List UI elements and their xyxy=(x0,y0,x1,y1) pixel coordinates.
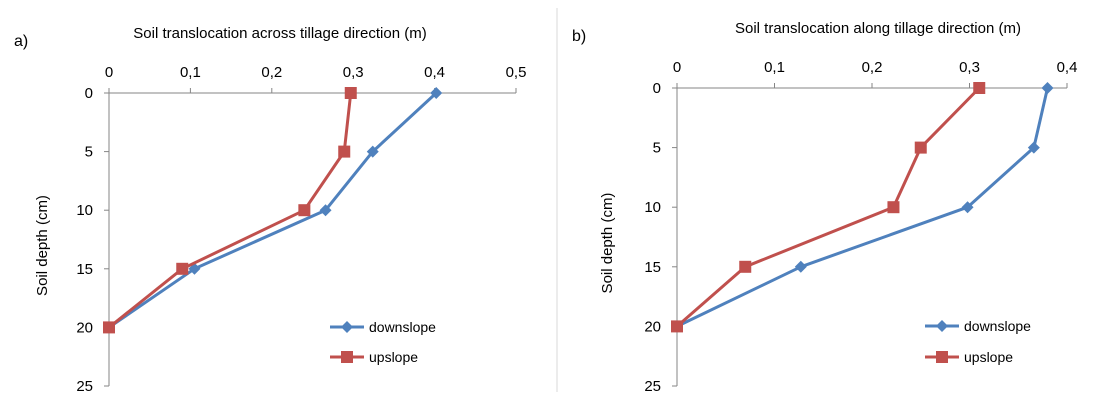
y-tick-label: 20 xyxy=(76,319,93,336)
y-tick-label: 20 xyxy=(644,318,661,335)
legend-marker-downslope xyxy=(936,320,948,332)
data-point-upslope xyxy=(298,204,311,217)
x-tick-label: 0,4 xyxy=(1057,59,1078,76)
data-point-downslope xyxy=(1041,82,1054,94)
y-tick-label: 10 xyxy=(644,199,661,216)
data-point-downslope xyxy=(794,260,807,273)
data-point-upslope xyxy=(973,82,986,94)
series-line-upslope xyxy=(108,92,353,329)
x-tick-label: 0,5 xyxy=(506,64,527,81)
y-axis-title: Soil depth (cm) xyxy=(599,193,616,294)
data-point-upslope xyxy=(176,262,189,275)
series-line-downslope xyxy=(676,87,1049,328)
panel-label: a) xyxy=(14,33,28,50)
x-tick-label: 0,1 xyxy=(764,59,785,76)
legend-marker-upslope xyxy=(341,351,353,363)
chart-panel-b: b) Soil translocation along tillage direc… xyxy=(572,20,1077,395)
panel-label: b) xyxy=(572,28,586,45)
legend-label-downslope: downslope xyxy=(369,319,436,335)
data-point-downslope xyxy=(366,145,379,158)
data-point-upslope xyxy=(103,321,115,334)
x-tick-label: 0,3 xyxy=(959,59,980,76)
x-tick-label: 0,2 xyxy=(862,59,883,76)
x-axis-title: Soil translocation along tillage directi… xyxy=(735,20,1021,37)
x-axis-title: Soil translocation across tillage direct… xyxy=(133,25,426,42)
data-point-downslope xyxy=(961,201,974,214)
legend-marker-downslope xyxy=(341,321,353,333)
data-point-upslope xyxy=(739,260,752,273)
x-tick-label: 0,3 xyxy=(343,64,364,81)
x-tick-label: 0,4 xyxy=(424,64,445,81)
data-point-upslope xyxy=(671,320,683,333)
series-line-downslope xyxy=(108,91,438,329)
series-line-upslope xyxy=(676,86,981,328)
y-tick-label: 25 xyxy=(76,378,93,395)
y-tick-label: 5 xyxy=(85,144,93,161)
data-point-downslope xyxy=(430,87,443,99)
y-tick-label: 25 xyxy=(644,378,661,395)
legend-label-upslope: upslope xyxy=(369,349,418,365)
data-point-upslope xyxy=(344,87,357,99)
y-tick-label: 0 xyxy=(653,80,661,97)
legend-marker-upslope xyxy=(936,351,948,363)
y-axis-title: Soil depth (cm) xyxy=(34,195,51,296)
y-tick-label: 15 xyxy=(644,259,661,276)
x-tick-label: 0 xyxy=(673,59,681,76)
x-tick-label: 0,2 xyxy=(261,64,282,81)
x-tick-label: 0 xyxy=(105,64,113,81)
data-point-downslope xyxy=(319,204,332,217)
x-tick-label: 0,1 xyxy=(180,64,201,81)
data-point-upslope xyxy=(914,141,927,154)
data-point-upslope xyxy=(887,201,900,214)
data-point-upslope xyxy=(338,145,351,158)
chart-panel-a: a) Soil translocation across tillage dire… xyxy=(14,25,526,395)
y-tick-label: 15 xyxy=(76,261,93,278)
legend-label-upslope: upslope xyxy=(964,349,1013,365)
legend-label-downslope: downslope xyxy=(964,318,1031,334)
y-tick-label: 5 xyxy=(653,140,661,157)
y-tick-label: 0 xyxy=(85,85,93,102)
y-tick-label: 10 xyxy=(76,202,93,219)
data-point-downslope xyxy=(1027,141,1040,154)
